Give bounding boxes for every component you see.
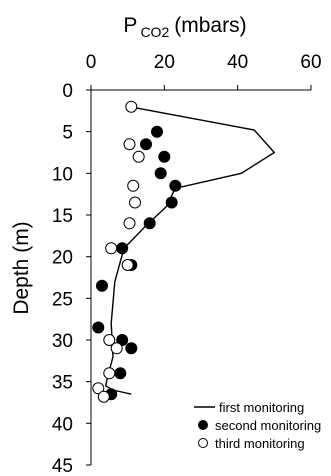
filled-data-point <box>96 279 108 292</box>
open-data-point <box>127 179 140 192</box>
filled-data-point <box>125 342 138 355</box>
open-data-point <box>92 382 105 395</box>
filled-data-point <box>154 167 167 180</box>
filled-data-point <box>140 138 152 151</box>
y-tick-label: 10 <box>52 164 73 185</box>
open-data-point <box>105 242 118 255</box>
filled-data-point <box>158 150 171 163</box>
axes: 0 20 40 60 0 5 10 15 20 25 30 35 40 45 <box>52 52 322 476</box>
x-tick-label: 60 <box>300 52 321 73</box>
y-tick-label: 35 <box>52 373 73 394</box>
open-data-point <box>121 259 134 271</box>
title-unit: (mbars) <box>174 14 246 37</box>
y-tick-label: 20 <box>52 248 73 269</box>
legend-label: second monitoring <box>215 418 321 433</box>
y-tick-label: 45 <box>52 456 73 476</box>
x-tick-label: 0 <box>86 52 97 73</box>
open-data-point <box>125 100 138 113</box>
series-second-monitoring <box>92 125 182 401</box>
open-data-point <box>97 390 110 403</box>
filled-data-point <box>92 321 105 334</box>
legend-label: first monitoring <box>219 400 304 415</box>
series-layer <box>92 100 276 403</box>
filled-data-point <box>151 125 163 138</box>
filled-data-point <box>165 196 178 209</box>
x-tick-label: 40 <box>227 52 248 73</box>
y-tick-label: 30 <box>52 331 73 352</box>
y-axis-title: Depth (m) <box>10 221 33 314</box>
legend-filled-marker <box>198 420 208 430</box>
y-tick-label: 40 <box>52 414 73 435</box>
chart-title: P CO2 (mbars) <box>123 14 246 40</box>
x-tick-label: 20 <box>154 52 175 73</box>
filled-data-point <box>116 334 129 346</box>
y-tick-label: 15 <box>52 206 73 227</box>
y-tick-label: 0 <box>62 81 73 102</box>
open-data-point <box>123 138 136 151</box>
legend-label: third monitoring <box>215 436 305 451</box>
filled-data-point <box>169 179 182 192</box>
filled-data-point <box>116 242 129 255</box>
legend: first monitoring second monitoring third m… <box>194 400 321 451</box>
open-data-point <box>103 367 116 380</box>
filled-data-point <box>143 217 156 230</box>
open-data-point <box>103 334 116 346</box>
title-main: P <box>123 14 137 37</box>
legend-open-marker <box>198 438 208 448</box>
open-data-point <box>110 342 123 355</box>
series-third-monitoring <box>92 100 145 403</box>
open-data-point <box>123 217 136 230</box>
y-tick-label: 5 <box>62 123 73 144</box>
open-data-point <box>132 150 145 163</box>
y-tick-label: 25 <box>52 289 73 310</box>
filled-data-point <box>114 367 127 380</box>
title-subscript: CO2 <box>140 24 169 40</box>
open-data-point <box>129 196 141 209</box>
